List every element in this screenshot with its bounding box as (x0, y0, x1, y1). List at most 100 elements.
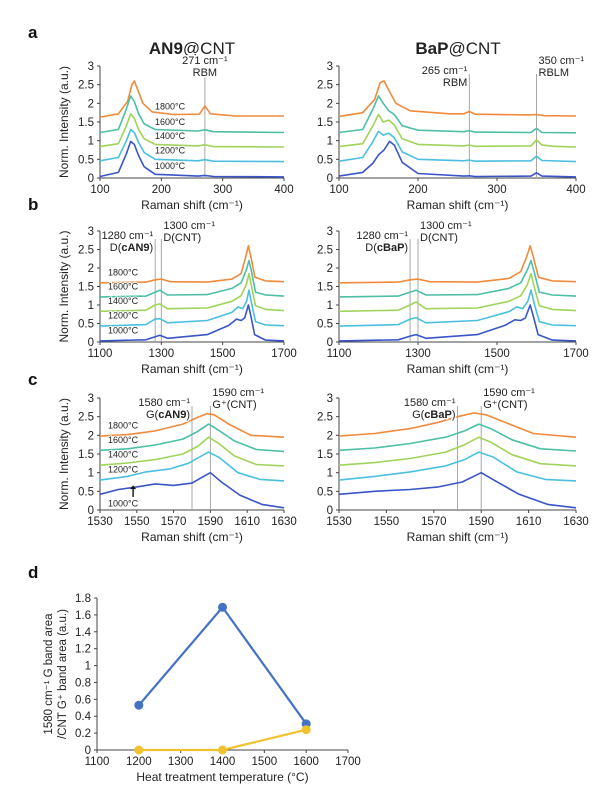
y-tick-label: 1.5 (78, 117, 94, 129)
y-tick-label: 1.5 (78, 449, 94, 461)
spectrum-line-1800°C (99, 412, 285, 438)
peak-label: D(cBaP) (365, 242, 408, 254)
y-tick-label: 3 (88, 393, 94, 405)
y-axis-label: 1580 cm⁻¹ G band area (43, 613, 55, 735)
spectrum-line-1800°C (338, 80, 577, 118)
temperature-label: 1400°C (155, 131, 186, 141)
x-tick-label: 300 (213, 184, 232, 196)
temperature-label: 1000°C (108, 326, 139, 336)
peak-label: D(CNT) (163, 232, 201, 244)
y-tick-label: 2.5 (78, 80, 94, 92)
spectrum-line-1400°C (99, 436, 285, 467)
y-tick-label: 1.5 (317, 449, 333, 461)
spectrum-line-1600°C (338, 259, 577, 298)
x-tick-label: 1300 (149, 348, 175, 360)
temperature-label: 1800°C (155, 102, 186, 112)
temperature-label: 1000°C (155, 161, 186, 171)
x-axis-label: Raman shift (cm⁻¹) (141, 362, 243, 376)
y-tick-label: 0.6 (75, 694, 91, 706)
y-tick-label: 0.5 (317, 486, 333, 498)
y-axis-label: Norm. Intensity (a.u.) (57, 230, 71, 342)
panel-c-right: 1530 1550 1570 1590 1610 1630 0 0.5 1 1.5 2 2.5 3 Ram… (317, 386, 589, 545)
x-tick-label: 300 (487, 184, 506, 196)
y-tick-label: 1 (327, 300, 333, 312)
x-tick-label: 1100 (88, 348, 113, 360)
peak-label: 1300 cm⁻¹ (420, 220, 472, 232)
peak-label: 1580 cm⁻¹ (404, 397, 456, 409)
spectrum-line-1800°C (99, 80, 284, 118)
peak-label: 350 cm⁻¹ (539, 55, 585, 67)
peak-label: 1590 cm⁻¹ (212, 387, 264, 399)
spectrum-line-1400°C (99, 113, 285, 148)
y-tick-label: 2 (327, 430, 333, 442)
x-tick-label: 400 (274, 184, 293, 196)
y-tick-label: 1 (327, 468, 333, 480)
x-tick-label: 1590 (198, 516, 224, 528)
x-tick-label: 1550 (124, 516, 150, 528)
x-axis-label: Raman shift (cm⁻¹) (141, 198, 243, 212)
spectrum-line-1600°C (99, 95, 285, 134)
panel-b-right: 1100 1300 1500 1700 0 0.5 1 1.5 2 2.5 3 Raman shift… (317, 219, 589, 377)
peak-label: 1280 cm⁻¹ (102, 230, 154, 242)
y-tick-label: 1.4 (75, 627, 92, 639)
data-point (134, 745, 144, 755)
spectrum-line-1400°C (338, 113, 577, 148)
y-tick-label: 0.8 (75, 677, 91, 689)
temperature-label: 1600°C (108, 435, 139, 445)
y-tick-label: 0 (327, 173, 333, 185)
temperature-label: 1600°C (108, 282, 139, 292)
panel-letter-d: d (28, 563, 38, 582)
x-axis-label: Heat treatment temperature (°C) (136, 770, 308, 784)
peak-label: G(cAN9) (146, 409, 190, 421)
x-tick-label: 1200 (126, 756, 152, 768)
x-tick-label: 1530 (87, 516, 113, 528)
y-axis-label: /CNT G⁺ band area (a.u.) (57, 609, 69, 739)
temperature-label: 1200°C (155, 145, 186, 155)
series-line-0 (137, 605, 308, 725)
temperature-label: 1400°C (108, 450, 139, 460)
y-tick-label: 1 (85, 661, 91, 673)
y-tick-label: 1 (327, 136, 333, 148)
spectrum-line-1600°C (99, 423, 285, 453)
spectrum-line-1400°C (338, 436, 577, 467)
y-tick-label: 1.8 (75, 593, 91, 605)
panel-letter-b: b (28, 195, 38, 214)
data-point (301, 725, 311, 735)
peak-label: 1580 cm⁻¹ (138, 397, 190, 409)
x-tick-label: 1300 (405, 348, 431, 360)
y-tick-label: 1 (88, 468, 94, 480)
peak-label: G(cBaP) (412, 409, 455, 421)
spectrum-line-1200°C (338, 289, 577, 327)
peak-label: 271 cm⁻¹ (182, 55, 228, 67)
panel-d: 1100 1200 1300 1400 1500 1600 1700 0 0.2 0.4 0.6 0.… (43, 593, 361, 784)
panel-b-left: 1100 1300 1500 1700 0 0.5 1 1.5 2 2.5 3 Raman shift… (57, 219, 297, 377)
peak-label: 1280 cm⁻¹ (356, 230, 408, 242)
x-tick-label: 1500 (484, 348, 510, 360)
y-tick-label: 0 (88, 173, 94, 185)
x-tick-label: 1530 (326, 516, 352, 528)
panel-a-right: 100 200 300 400 0 0.5 1 1.5 2 2.5 3 Raman shift (cm… (317, 54, 586, 213)
y-tick-label: 0.2 (75, 728, 91, 740)
temperature-label: 1200°C (108, 311, 139, 321)
temperature-label: 1400°C (108, 296, 139, 306)
temperature-label: 1600°C (155, 117, 186, 127)
y-tick-label: 2.5 (317, 412, 333, 424)
x-axis-label: Raman shift (cm⁻¹) (407, 362, 509, 376)
spectrum-line-1800°C (99, 245, 285, 284)
y-tick-label: 2.5 (317, 80, 333, 92)
y-tick-label: 2 (88, 430, 94, 442)
y-tick-label: 1 (88, 136, 94, 148)
peak-label: 265 cm⁻¹ (422, 65, 468, 77)
y-tick-label: 0.5 (78, 154, 94, 166)
peak-label: RBLM (539, 67, 570, 79)
peak-label: G⁺(CNT) (212, 399, 256, 411)
y-tick-label: 0.5 (317, 319, 333, 331)
x-tick-label: 1630 (563, 516, 589, 528)
data-point (134, 700, 144, 710)
x-tick-label: 1550 (374, 516, 400, 528)
y-tick-label: 0.5 (78, 486, 94, 498)
spectrum-line-1600°C (99, 259, 285, 298)
spectrum-line-1200°C (338, 130, 577, 163)
x-tick-label: 100 (90, 184, 109, 196)
